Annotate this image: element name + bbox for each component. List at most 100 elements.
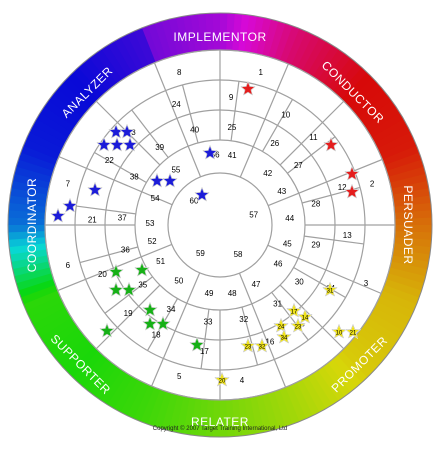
grid-spoke	[279, 100, 345, 166]
plot-star-icon	[201, 144, 219, 160]
grid-spoke	[151, 272, 201, 387]
plot-star-icon: 34	[275, 328, 293, 344]
position-number: 16	[265, 338, 274, 347]
position-number: 42	[263, 169, 272, 178]
ring-segment	[47, 326, 83, 356]
ring-segment	[393, 243, 431, 256]
star-number: 17	[291, 310, 298, 316]
position-number: 58	[234, 250, 243, 259]
ring-segment	[56, 336, 90, 367]
position-number: 25	[227, 123, 236, 132]
position-number: 23	[127, 128, 136, 137]
star-number: 24	[278, 325, 285, 331]
ring-segment	[119, 378, 144, 416]
star-number: 21	[350, 331, 357, 337]
ring-segment	[160, 392, 178, 431]
grid-spoke	[95, 284, 161, 350]
grid-spoke	[241, 306, 259, 366]
ring-segment	[168, 17, 185, 56]
star-number: 23	[295, 325, 302, 331]
ring-segment	[106, 372, 133, 409]
ring-segment	[337, 67, 369, 100]
ring-segment	[189, 398, 202, 436]
ring-segment	[345, 77, 379, 109]
ring-segment	[205, 13, 216, 51]
plot-star-icon	[98, 322, 116, 338]
ring-segment	[13, 266, 52, 284]
ring-segment	[146, 389, 166, 427]
plot-star-icon	[61, 197, 79, 213]
ring-segment	[350, 83, 384, 114]
position-number: 57	[249, 210, 258, 219]
ring-segment	[341, 72, 374, 105]
ring-segment	[39, 316, 75, 344]
ring-segment	[9, 194, 47, 207]
plot-star-icon	[120, 281, 138, 297]
ring-segment	[10, 186, 48, 201]
star-number: 10	[336, 331, 343, 337]
grid-spoke	[230, 81, 240, 141]
position-number: 39	[155, 143, 164, 152]
position-number: 22	[105, 156, 114, 165]
ring-segment	[32, 117, 70, 143]
ring-segment	[393, 237, 432, 249]
position-number: 48	[228, 289, 237, 298]
ring-segment	[379, 290, 417, 313]
ring-segment	[388, 166, 427, 184]
position-number: 4	[240, 376, 245, 385]
ring-segment	[262, 19, 280, 58]
ring-segment	[88, 362, 118, 397]
position-number: 47	[252, 280, 261, 289]
position-number: 52	[148, 237, 157, 246]
ring-segment	[140, 25, 162, 63]
plot-star-icon	[86, 181, 104, 197]
position-number: 59	[196, 249, 205, 258]
ring-segment	[316, 366, 345, 402]
ring-segment	[89, 52, 119, 88]
ring-segment	[261, 393, 279, 432]
ring-segment	[120, 33, 145, 71]
star-number: 31	[327, 289, 334, 295]
ring-segment	[327, 57, 358, 92]
plot-star-icon	[49, 207, 67, 223]
ring-segment	[384, 152, 423, 173]
ring-segment	[311, 370, 339, 406]
ring-segment	[285, 28, 308, 66]
ring-segment	[114, 37, 139, 74]
copyright-text: Copyright © 2007 Target Training Interna…	[153, 425, 287, 432]
sector-label-relater: RELATER	[191, 415, 249, 429]
ring-segment	[44, 99, 80, 128]
outer-border	[7, 12, 433, 438]
ring-segment	[52, 87, 87, 118]
ring-segment	[94, 365, 123, 401]
ring-segment	[306, 373, 333, 410]
ring-segment	[357, 327, 392, 357]
ring-segment	[307, 41, 334, 78]
grid-spoke	[293, 266, 346, 299]
position-number: 44	[285, 214, 294, 223]
plot-star-icon: 14	[296, 308, 314, 324]
ring-segment	[386, 159, 425, 178]
star-number: 23	[245, 345, 252, 351]
ring-segment	[290, 382, 313, 420]
plot-star-icon	[193, 186, 211, 202]
ring-segment	[20, 283, 58, 305]
plot-star-icon: 23	[289, 317, 307, 333]
ring-segment	[312, 45, 340, 81]
ring-segment	[317, 49, 346, 85]
grid-spoke	[58, 156, 173, 206]
ring-segment	[9, 248, 48, 262]
ring-segment	[272, 389, 293, 428]
position-number: 18	[152, 331, 161, 340]
ring-segment	[389, 173, 428, 190]
ring-segment	[181, 397, 196, 435]
ring-segment	[147, 22, 168, 61]
ring-segment	[291, 31, 315, 69]
ring-segment	[384, 279, 422, 299]
grid-spoke	[239, 63, 289, 178]
plot-star-icon	[141, 301, 159, 317]
ring-segment	[139, 386, 161, 425]
position-number: 40	[190, 125, 199, 134]
plot-star-icon	[133, 261, 151, 277]
plot-star-icon	[154, 315, 172, 331]
